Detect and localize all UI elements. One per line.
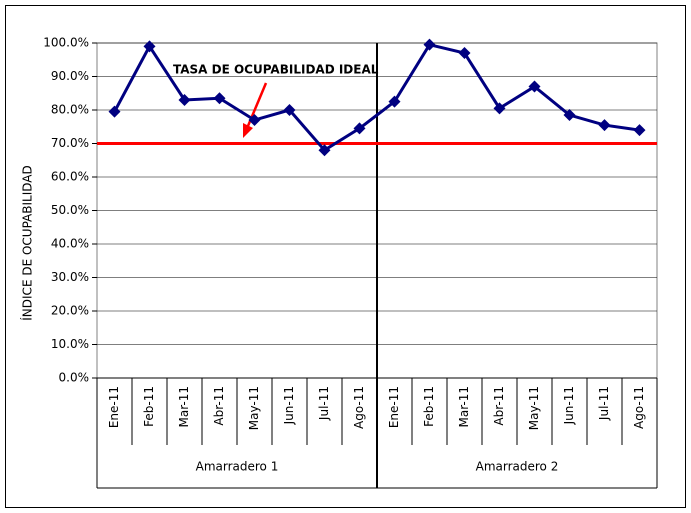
y-tick-label: 50.0% [51, 203, 89, 217]
x-tick-label: May-11 [247, 386, 261, 430]
x-tick-label: Mar-11 [177, 386, 191, 427]
data-line [113, 42, 640, 153]
x-tick-label: Ago-11 [632, 386, 646, 429]
y-axis-label: ÍNDICE DE OCUPABILIDAD [20, 165, 35, 320]
data-point [108, 105, 121, 118]
annotation-arrowhead [243, 123, 253, 138]
data-point [143, 40, 156, 53]
x-tick-label: Abr-11 [492, 386, 506, 426]
data-point [528, 80, 541, 93]
x-tick-label: Jun-11 [282, 386, 296, 425]
y-tick-label: 0.0% [59, 371, 90, 385]
data-point [388, 95, 401, 108]
x-tick-label: Jul-11 [597, 386, 611, 421]
data-point [248, 114, 261, 127]
y-tick-label: 80.0% [51, 103, 89, 117]
data-point [318, 144, 331, 157]
x-tick-label: Mar-11 [457, 386, 471, 427]
x-tick-label: Jul-11 [317, 386, 331, 421]
y-tick-label: 60.0% [51, 170, 89, 184]
data-point [353, 122, 366, 135]
x-tick-label: Feb-11 [422, 386, 436, 427]
data-point [633, 124, 646, 137]
x-tick-label: Ago-11 [352, 386, 366, 429]
data-point [493, 102, 506, 115]
data-point [598, 119, 611, 132]
data-point [178, 93, 191, 106]
annotation: TASA DE OCUPABILIDAD IDEAL [173, 63, 379, 77]
data-point [213, 92, 226, 105]
y-tick-label: 100.0% [43, 36, 89, 50]
data-point [563, 109, 576, 122]
x-tick-label: Ene-11 [107, 386, 121, 428]
data-point [283, 104, 296, 116]
y-tick-label: 90.0% [51, 69, 89, 83]
x-tick-label: Ene-11 [387, 386, 401, 428]
x-tick-label: Feb-11 [142, 386, 156, 427]
y-tick-label: 70.0% [51, 136, 89, 150]
group-label: Amarradero 1 [196, 460, 279, 474]
x-tick-label: Abr-11 [212, 386, 226, 426]
y-tick-label: 40.0% [51, 237, 89, 251]
x-tick-label: Jun-11 [562, 386, 576, 425]
y-tick-label: 30.0% [51, 270, 89, 284]
y-tick-label: 10.0% [51, 337, 89, 351]
y-tick-label: 20.0% [51, 304, 89, 318]
group-label: Amarradero 2 [476, 460, 559, 474]
data-point [458, 47, 471, 60]
data-point [423, 38, 436, 51]
x-tick-label: May-11 [527, 386, 541, 430]
